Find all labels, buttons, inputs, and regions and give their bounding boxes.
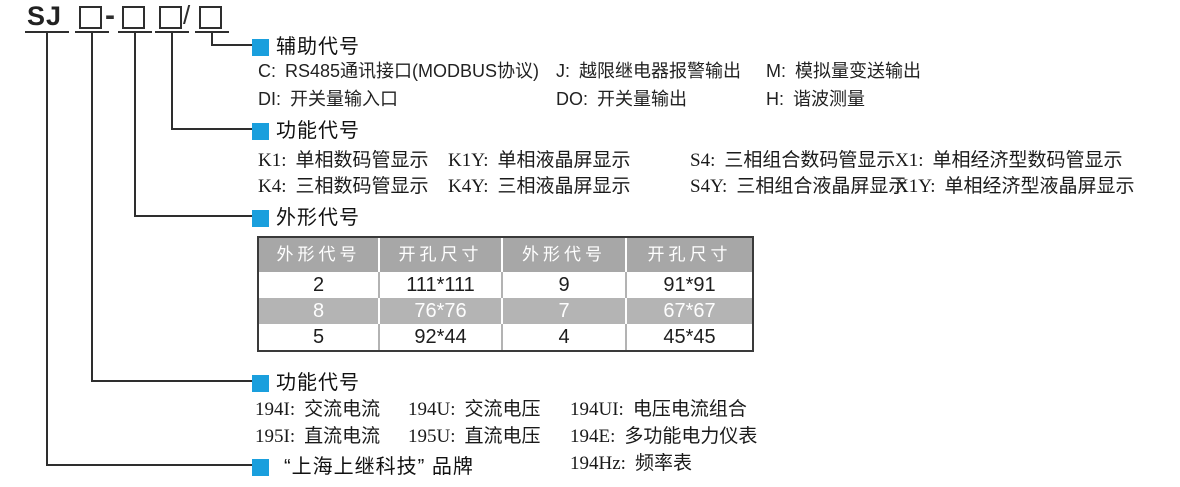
connector-elbow-shape <box>134 215 252 217</box>
connector-line-shape <box>134 33 136 217</box>
function-item-195i: 195I: 直流电流 <box>255 426 381 447</box>
model-code-box-4 <box>199 6 222 29</box>
blue-square-icon <box>252 209 269 227</box>
function-item-194hz: 194Hz: 频率表 <box>570 453 692 474</box>
connector-elbow-auxiliary <box>211 44 252 46</box>
display-item-x1y: X1Y: 单相经济型液晶屏显示 <box>895 176 1135 197</box>
underline-box-3 <box>155 31 189 33</box>
shape-code-table: 外形代号 开孔尺寸 外形代号 开孔尺寸 2 111*111 9 91*91 8 … <box>257 236 754 352</box>
underline-box-4 <box>195 31 229 33</box>
table-row: 2 111*111 9 91*91 <box>259 272 752 298</box>
connector-line-function <box>91 33 93 382</box>
table-row: 8 76*76 7 67*67 <box>259 298 752 324</box>
section-shape-title: 外形代号 <box>252 208 360 228</box>
connector-elbow-brand <box>46 464 252 466</box>
section-display-title: 功能代号 <box>252 121 360 141</box>
table-cell: 8 <box>259 298 380 324</box>
connector-line-display <box>171 33 173 130</box>
table-header-row: 外形代号 开孔尺寸 外形代号 开孔尺寸 <box>259 238 752 272</box>
table-cell: 2 <box>259 272 380 298</box>
underline-box-2 <box>118 31 152 33</box>
table-cell: 45*45 <box>663 326 716 348</box>
table-header-cell: 外形代号 <box>503 238 627 272</box>
display-item-s4y: S4Y: 三相组合液晶屏显示 <box>690 176 908 197</box>
display-item-k4: K4: 三相数码管显示 <box>258 176 429 197</box>
aux-item-j: J: 越限继电器报警输出 <box>556 61 742 81</box>
table-cell: 4 <box>503 324 627 350</box>
aux-item-di: DI: 开关量输入口 <box>258 89 399 109</box>
table-cell: 111*111 <box>380 272 503 298</box>
function-item-194ui: 194UI: 电压电流组合 <box>570 399 747 420</box>
section-brand-title: “上海上继科技” 品牌 <box>252 457 474 477</box>
model-separator-slash: / <box>183 0 191 30</box>
table-cell: 92*44 <box>380 324 503 350</box>
function-item-194e: 194E: 多功能电力仪表 <box>570 426 758 447</box>
display-item-k1: K1: 单相数码管显示 <box>258 150 429 171</box>
model-separator-dash: - <box>105 0 115 32</box>
blue-square-icon <box>252 38 269 56</box>
display-item-k4y: K4Y: 三相液晶屏显示 <box>448 176 631 197</box>
display-item-k1y: K1Y: 单相液晶屏显示 <box>448 150 631 171</box>
section-title-label: 外形代号 <box>276 207 360 229</box>
blue-square-icon <box>252 374 269 392</box>
model-code-box-2 <box>122 6 145 29</box>
aux-item-h: H: 谐波测量 <box>766 89 865 109</box>
table-cell: 67*67 <box>663 300 716 322</box>
table-header-cell: 外形代号 <box>259 238 380 272</box>
table-cell: 91*91 <box>663 274 716 296</box>
blue-square-icon <box>252 122 269 140</box>
display-item-x1: X1: 单相经济型数码管显示 <box>895 150 1123 171</box>
connector-line-brand <box>46 33 48 466</box>
table-cell: 9 <box>503 272 627 298</box>
aux-item-do: DO: 开关量输出 <box>556 89 688 109</box>
underline-box-1 <box>75 31 109 33</box>
connector-line-auxiliary <box>211 33 213 46</box>
function-item-195u: 195U: 直流电压 <box>408 426 541 447</box>
brand-label: “上海上继科技” 品牌 <box>284 456 474 478</box>
model-code-box-3 <box>159 6 182 29</box>
display-item-s4: S4: 三相组合数码管显示 <box>690 150 896 171</box>
aux-item-c: C: RS485通讯接口(MODBUS协议) <box>258 61 540 81</box>
table-cell: 76*76 <box>380 298 503 324</box>
function-item-194i: 194I: 交流电流 <box>255 399 381 420</box>
model-prefix: SJ <box>27 1 63 31</box>
connector-elbow-function <box>91 380 252 382</box>
section-function-title: 功能代号 <box>252 373 360 393</box>
connector-elbow-display <box>171 128 252 130</box>
section-title-label: 辅助代号 <box>276 36 360 58</box>
table-header-cell: 开孔尺寸 <box>647 245 732 264</box>
function-item-194u: 194U: 交流电压 <box>408 399 541 420</box>
table-row: 5 92*44 4 45*45 <box>259 324 752 350</box>
underline-prefix <box>25 31 69 33</box>
section-title-label: 功能代号 <box>276 120 360 142</box>
section-auxiliary-title: 辅助代号 <box>252 37 360 57</box>
table-cell: 5 <box>259 324 380 350</box>
aux-item-m: M: 模拟量变送输出 <box>766 61 921 81</box>
table-header-cell: 开孔尺寸 <box>380 238 503 272</box>
section-title-label: 功能代号 <box>276 372 360 394</box>
table-cell: 7 <box>503 298 627 324</box>
blue-square-icon <box>252 458 269 476</box>
model-code-box-1 <box>79 6 102 29</box>
